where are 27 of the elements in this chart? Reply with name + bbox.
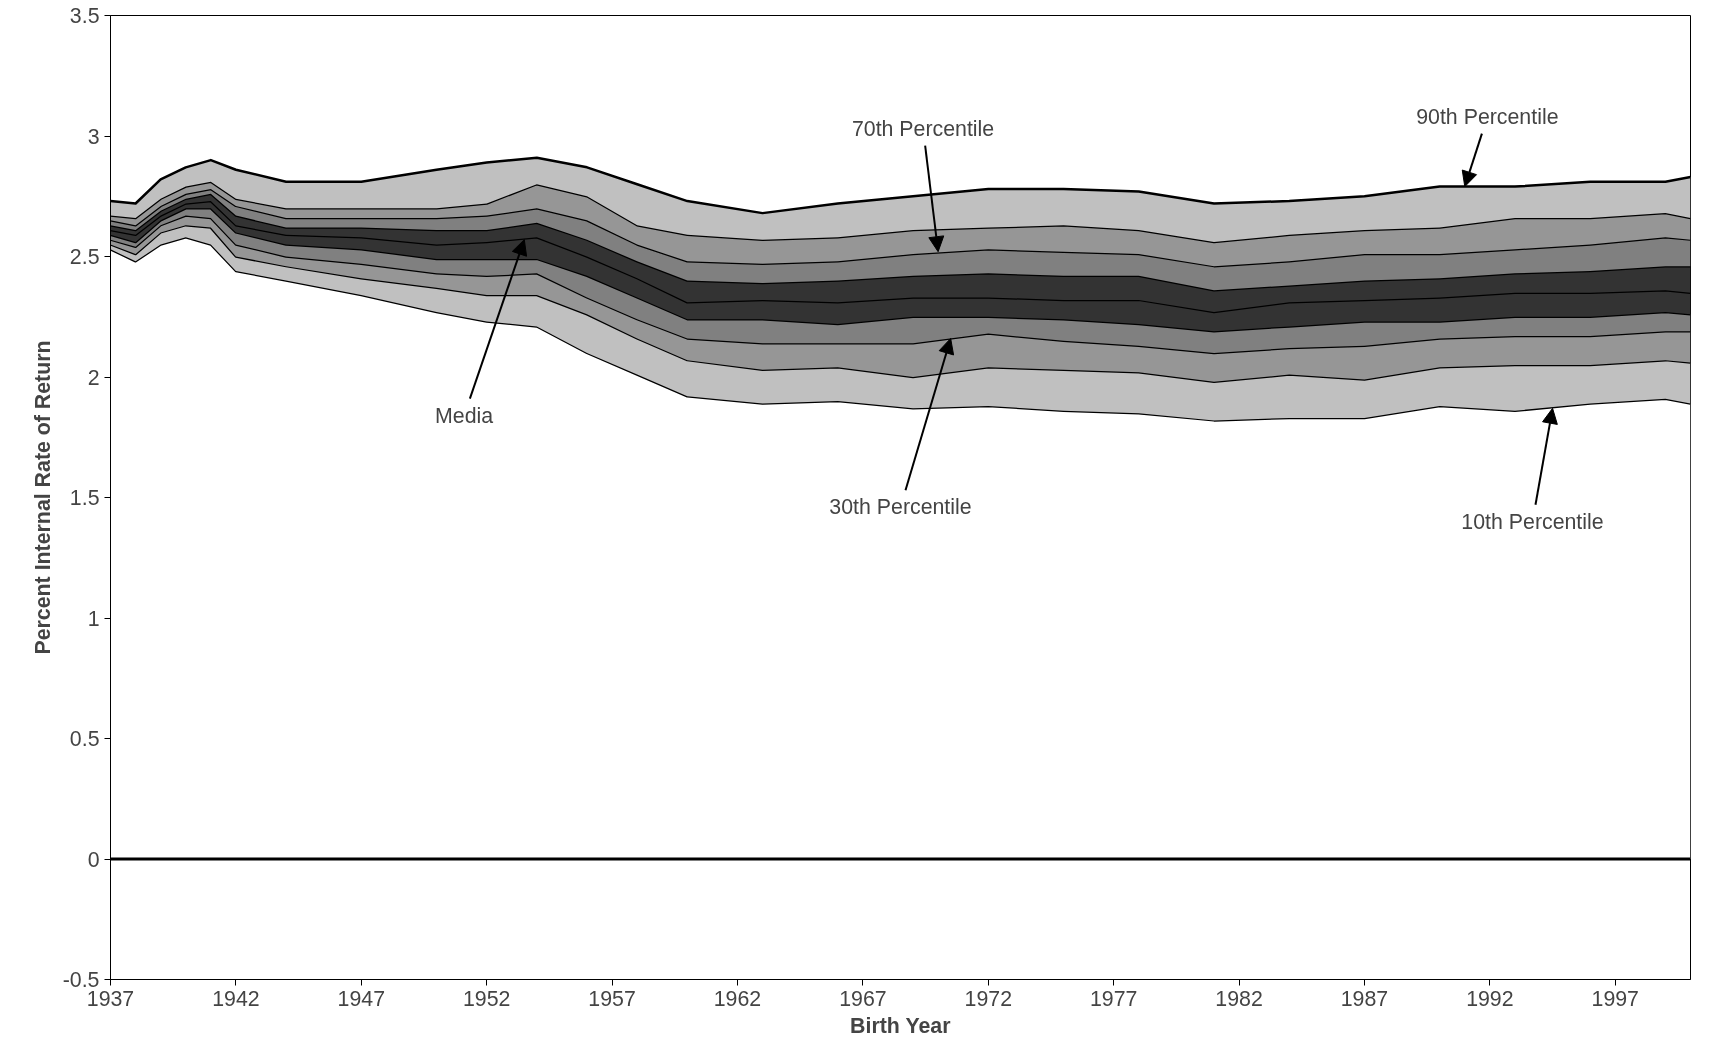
y-tick-label: 3.5 [69, 4, 100, 28]
x-tick-label: 1982 [1215, 986, 1263, 1011]
x-tick-label: 1962 [713, 986, 762, 1011]
annotation: 30th Percentile [829, 495, 972, 520]
annotation: Media [435, 403, 494, 428]
x-tick-label: 1997 [1591, 986, 1639, 1011]
x-tick-label: 1952 [462, 986, 511, 1011]
x-tick-label: 1967 [839, 986, 887, 1011]
x-tick-label: 1992 [1466, 986, 1514, 1011]
x-tick-label: 1972 [964, 986, 1013, 1011]
y-tick-label: 0.5 [69, 727, 100, 751]
x-tick-label: 1957 [588, 986, 636, 1011]
x-tick-label: 1977 [1089, 986, 1138, 1011]
y-tick-label: 3 [87, 124, 100, 149]
annotation: 70th Percentile [851, 116, 995, 141]
x-axis-title: Birth Year [850, 1013, 951, 1038]
annotation: 90th Percentile [1416, 104, 1559, 129]
y-tick-label: 0 [87, 847, 100, 872]
x-tick-label: 1987 [1340, 986, 1389, 1011]
x-tick-label: 1942 [212, 986, 260, 1011]
annotation: 10th Percentile [1461, 509, 1604, 534]
y-tick-label: 2.5 [69, 245, 100, 269]
y-tick-label: 1.5 [69, 486, 100, 510]
x-tick-label: 1947 [337, 986, 386, 1011]
y-tick-label: 1 [87, 606, 100, 631]
y-tick-label: 2 [87, 365, 100, 390]
y-axis-title: Percent Internal Rate of Return [30, 340, 55, 655]
